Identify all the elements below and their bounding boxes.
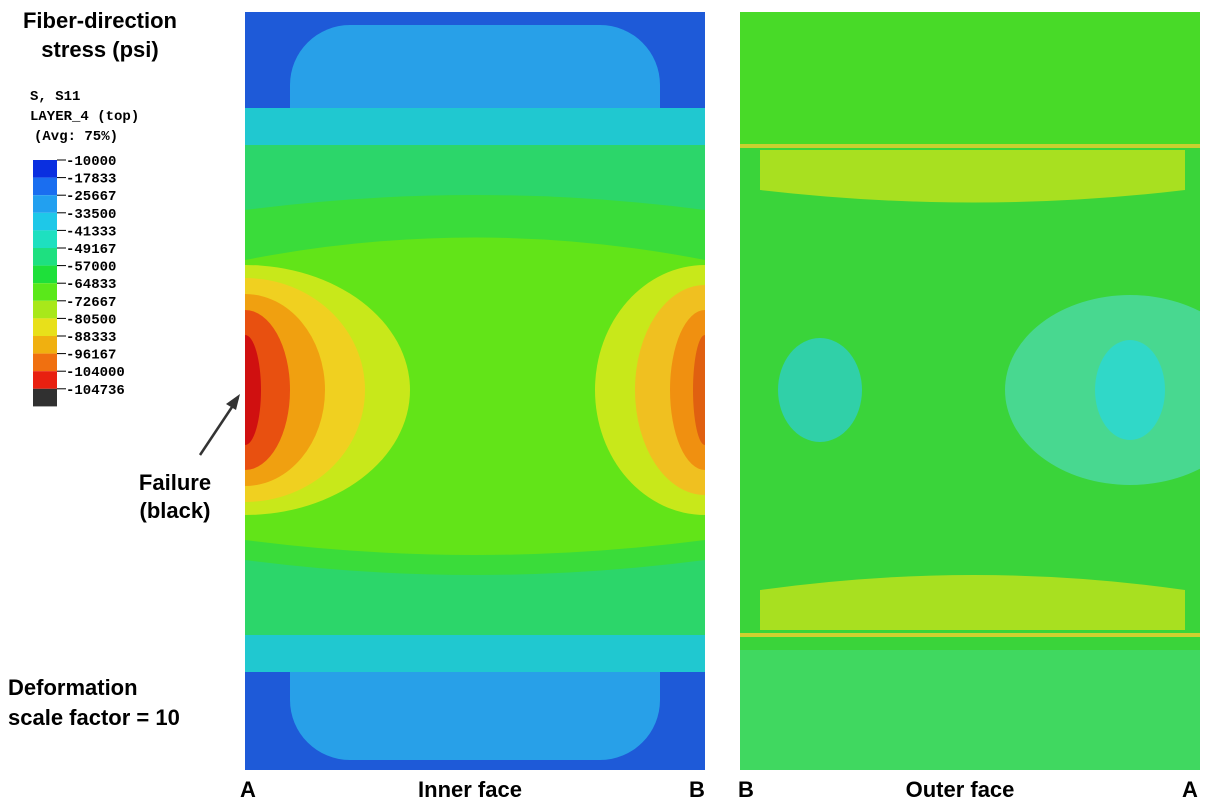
legend-swatch	[33, 248, 57, 266]
legend-title: Fiber-direction	[23, 8, 177, 33]
panel-edge-label: A	[1182, 777, 1198, 802]
arrow-head	[226, 394, 240, 410]
outer-face-contour	[740, 12, 1200, 770]
legend-level: -25667	[66, 189, 116, 205]
legend-swatch	[33, 177, 57, 196]
legend-swatch	[33, 160, 57, 178]
legend-swatch	[33, 388, 57, 407]
legend-variable: S, S11	[30, 89, 80, 105]
legend-level: -96167	[66, 348, 116, 364]
legend-level: -64833	[66, 277, 116, 293]
annotation: (black)	[140, 498, 211, 523]
legend-level: -33500	[66, 207, 116, 223]
legend-level: -88333	[66, 330, 116, 346]
annotation: Deformation	[8, 675, 138, 700]
failure-arrow	[198, 397, 240, 456]
legend-swatch	[33, 353, 57, 372]
annotation: Failure	[139, 470, 211, 495]
legend-level: -72667	[66, 295, 116, 311]
legend-swatch	[33, 212, 57, 231]
panel-label: Outer face	[906, 777, 1015, 802]
legend-level: -104736	[66, 383, 125, 399]
legend-swatch	[33, 265, 57, 284]
legend-swatch	[33, 371, 57, 389]
legend-layer: LAYER_4 (top)	[30, 109, 139, 125]
labels: Fiber-direction stress (psi) S, S11 LAYE…	[8, 8, 1198, 802]
panel-label: Inner face	[418, 777, 522, 802]
legend-level: -104000	[66, 365, 125, 381]
legend-title: stress (psi)	[41, 37, 158, 62]
legend-swatch	[33, 318, 57, 336]
legend-level: -80500	[66, 312, 116, 328]
legend-level: -49167	[66, 242, 116, 258]
legend-level: -41333	[66, 224, 116, 240]
panel-edge-label: B	[689, 777, 705, 802]
legend-swatch	[33, 336, 57, 354]
legend-level: -10000	[66, 154, 116, 170]
inner-face-contour	[245, 12, 705, 770]
panel-edge-label: B	[738, 777, 754, 802]
legend-swatch	[33, 283, 57, 301]
legend-swatch	[33, 195, 57, 213]
legend-level: -57000	[66, 260, 116, 276]
legend-swatch	[33, 300, 57, 319]
legend-level: -17833	[66, 172, 116, 188]
legend-averaging: (Avg: 75%)	[34, 129, 118, 145]
annotation: scale factor = 10	[8, 705, 180, 730]
panel-edge-label: A	[240, 777, 256, 802]
legend-swatch	[33, 230, 57, 248]
